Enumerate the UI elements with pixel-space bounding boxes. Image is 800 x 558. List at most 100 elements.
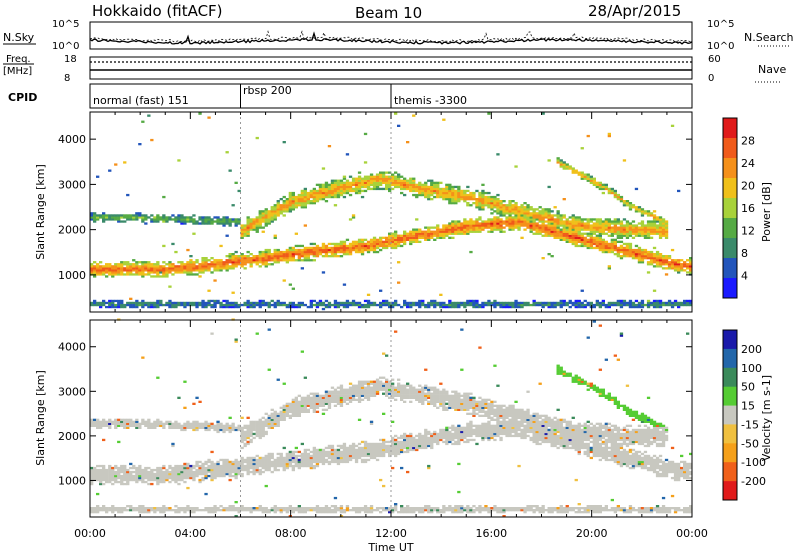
range-cell (457, 186, 460, 188)
range-cell (617, 220, 620, 222)
range-cell (204, 421, 207, 423)
range-cell (358, 245, 361, 247)
range-cell (183, 220, 186, 222)
range-cell (186, 273, 189, 275)
range-cell (424, 196, 427, 198)
range-cell (656, 302, 659, 304)
range-cell (539, 224, 542, 226)
range-cell (141, 121, 144, 123)
range-cell (108, 304, 111, 306)
range-cell (343, 461, 346, 463)
range-cell (394, 247, 397, 249)
range-cell (286, 208, 289, 210)
range-cell (280, 419, 283, 421)
range-cell (457, 231, 460, 233)
range-cell (511, 208, 514, 210)
range-cell (168, 261, 171, 263)
range-cell (343, 401, 346, 403)
range-cell (478, 194, 481, 196)
range-cell (623, 233, 626, 235)
range-cell (361, 306, 364, 308)
range-cell (656, 218, 659, 220)
range-cell (292, 455, 295, 457)
range-cell (289, 465, 292, 467)
range-cell (226, 425, 229, 427)
range-cell (135, 214, 138, 216)
range-cell (397, 178, 400, 180)
range-cell (352, 507, 355, 509)
range-cell (298, 461, 301, 463)
range-cell (150, 477, 153, 479)
range-cell (192, 425, 195, 427)
range-cell (548, 253, 551, 255)
range-cell (361, 245, 364, 247)
range-cell (427, 196, 430, 198)
range-cell (599, 306, 602, 308)
range-cell (563, 235, 566, 237)
range-cell (632, 220, 635, 222)
range-cell (259, 465, 262, 467)
range-cell (394, 393, 397, 395)
range-cell (222, 224, 225, 226)
range-cell (451, 227, 454, 229)
range-cell (373, 385, 376, 387)
range-cell (147, 483, 150, 485)
range-cell (355, 249, 358, 251)
range-cell (307, 457, 310, 459)
range-cell (617, 300, 620, 302)
range-cell (232, 304, 235, 306)
range-cell (102, 469, 105, 471)
range-cell (526, 208, 529, 210)
range-cell (301, 255, 304, 257)
range-cell (117, 302, 120, 304)
range-cell (141, 273, 144, 275)
range-cell (334, 251, 337, 253)
range-cell (334, 302, 337, 304)
range-cell (635, 227, 638, 229)
range-cell (219, 220, 222, 222)
range-cell (376, 449, 379, 451)
range-cell (376, 182, 379, 184)
range-cell (653, 255, 656, 257)
range-cell (144, 273, 147, 275)
range-cell (602, 224, 605, 226)
range-cell (545, 224, 548, 226)
range-cell (343, 247, 346, 249)
range-cell (210, 257, 213, 259)
range-cell (244, 439, 247, 441)
range-cell (409, 237, 412, 239)
range-cell (108, 265, 111, 267)
range-cell (114, 265, 117, 267)
range-cell (319, 188, 322, 190)
range-cell (289, 417, 292, 419)
range-cell (177, 479, 180, 481)
range-cell (117, 269, 120, 271)
range-cell (198, 425, 201, 427)
range-cell (409, 184, 412, 186)
range-cell (126, 509, 129, 511)
range-cell (340, 459, 343, 461)
range-cell (328, 463, 331, 465)
range-cell (671, 267, 674, 269)
range-cell (283, 202, 286, 204)
range-cell (247, 465, 250, 467)
range-cell (361, 453, 364, 455)
range-cell (433, 182, 436, 184)
range-cell (102, 273, 105, 275)
range-cell (418, 304, 421, 306)
range-cell (244, 507, 247, 509)
range-cell (635, 300, 638, 302)
range-cell (319, 509, 322, 511)
range-cell (520, 214, 523, 216)
range-cell (310, 455, 313, 457)
range-cell (129, 471, 132, 473)
range-cell (608, 133, 611, 135)
range-cell (292, 206, 295, 208)
range-cell (560, 237, 563, 239)
range-cell (505, 218, 508, 220)
range-cell (367, 302, 370, 304)
range-cell (262, 425, 265, 427)
range-cell (277, 419, 280, 421)
range-cell (536, 214, 539, 216)
range-cell (340, 389, 343, 391)
